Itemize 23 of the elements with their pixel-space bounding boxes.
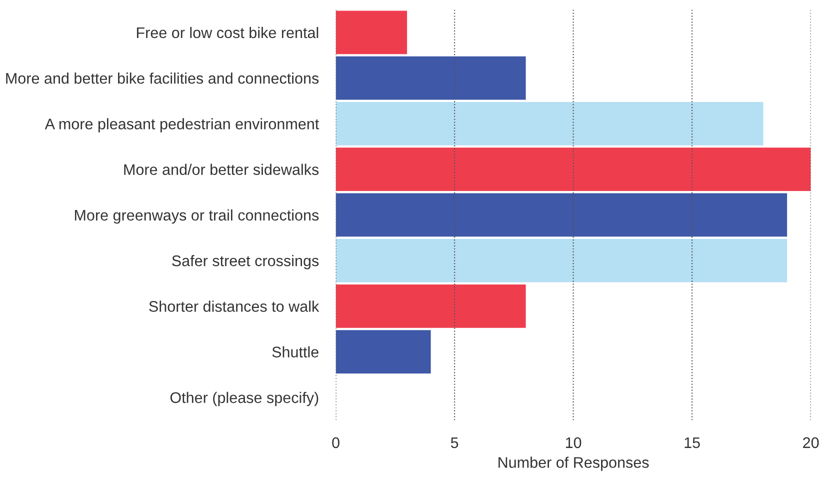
- bar: [336, 284, 526, 328]
- y-tick-label: Shuttle: [272, 346, 318, 358]
- y-tick-label: Safer street crossings: [172, 255, 319, 270]
- x-tick-label: 0: [332, 437, 340, 448]
- bar: [336, 193, 788, 237]
- y-tick-label: A more pleasant pedestrian environment: [44, 118, 320, 132]
- x-axis-title: Number of Responses: [498, 456, 649, 471]
- x-tick-label: 5: [450, 437, 458, 448]
- y-tick-label: More and/or better sidewalks: [124, 164, 319, 176]
- bar: [336, 10, 408, 54]
- y-tick-label: Free or low cost bike rental: [136, 26, 318, 38]
- bar: [336, 148, 811, 191]
- bar: [336, 56, 526, 100]
- bar: [336, 330, 431, 374]
- bar: [336, 238, 788, 282]
- bar: [336, 102, 764, 146]
- x-tick-label: 10: [566, 437, 582, 448]
- x-tick-label: 15: [684, 437, 700, 448]
- y-tick-label: More and better bike facilities and connections: [6, 72, 319, 84]
- x-tick-label: 20: [803, 437, 819, 448]
- y-tick-label: Shorter distances to walk: [149, 300, 320, 312]
- y-tick-label: More greenways or trail connections: [74, 209, 319, 224]
- y-tick-label: Other (please specify): [170, 392, 318, 406]
